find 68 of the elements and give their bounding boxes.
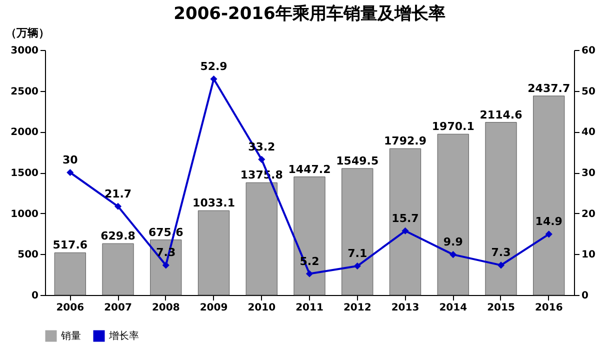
point: [258, 156, 266, 163]
bar: [533, 96, 565, 296]
bar: [342, 168, 374, 296]
point: [354, 262, 361, 270]
data-label: 1970.1: [432, 120, 474, 134]
point: [162, 262, 170, 269]
x-tick-label: 2016: [534, 302, 563, 314]
y2-tick-label: 30: [582, 168, 596, 179]
bar: [102, 243, 134, 296]
y-tick-label: 1500: [10, 168, 39, 179]
bar: [246, 182, 278, 296]
point: [114, 202, 122, 210]
data-label: 1549.5: [336, 154, 379, 168]
point: [210, 75, 218, 83]
data-label: 629.8: [100, 230, 136, 243]
data-label: 517.6: [52, 238, 88, 252]
legend-label: 增长率: [108, 330, 139, 342]
point: [497, 262, 505, 269]
x-tick-label: 2009: [200, 302, 228, 314]
x-tick-label: 2006: [56, 302, 84, 314]
bar: [437, 134, 469, 296]
y-axis-title: （万辆）: [6, 26, 50, 40]
bar: [54, 252, 86, 296]
x-tick-label: 2012: [343, 302, 372, 314]
data-label: 9.9: [443, 236, 463, 249]
y2-tick-label: 40: [582, 127, 596, 138]
y2-tick-label: 20: [582, 208, 596, 220]
data-label: 21.7: [104, 187, 132, 200]
x-tick-label: 2008: [152, 302, 180, 314]
x-tick-label: 2010: [248, 302, 276, 314]
point: [306, 270, 314, 278]
x-tick-label: 2015: [487, 302, 515, 314]
data-label: 1447.2: [288, 162, 331, 176]
data-label: 14.9: [535, 215, 562, 228]
y-tick-label: 2500: [10, 86, 39, 98]
y2-tick-label: 50: [582, 86, 596, 98]
point: [545, 230, 552, 238]
y-tick-label: 0: [32, 290, 39, 302]
y-tick-label: 1000: [10, 208, 39, 220]
data-label: 52.9: [200, 60, 228, 73]
point: [66, 168, 74, 176]
x-tick-label: 2013: [391, 302, 420, 314]
y-tick-label: 500: [18, 250, 39, 261]
data-label: 2114.6: [480, 108, 523, 122]
data-label: 1792.9: [384, 134, 426, 148]
y2-tick-label: 60: [582, 46, 596, 56]
data-label: 1033.1: [192, 196, 235, 210]
legend-label: 销量: [60, 331, 81, 342]
x-tick-label: 2011: [296, 302, 324, 314]
data-label: 15.7: [392, 212, 419, 225]
y-tick-label: 3000: [10, 46, 39, 56]
data-label: 7.1: [348, 247, 368, 260]
x-tick-label: 2014: [439, 302, 468, 314]
bar: [389, 148, 422, 296]
point: [402, 227, 409, 234]
chart-title: 2006-2016年乘用车销量及增长率: [174, 4, 446, 24]
data-label: 30: [62, 154, 78, 166]
y2-tick-label: 10: [582, 250, 596, 261]
x-tick-label: 2007: [104, 302, 132, 314]
y-tick-label: 2000: [10, 127, 39, 138]
bar: [150, 240, 182, 296]
data-label: 2437.7: [528, 82, 570, 95]
bar: [198, 210, 230, 296]
y2-tick-label: 0: [582, 290, 588, 302]
bar: [294, 176, 326, 296]
bar: [485, 122, 517, 296]
data-label: 7.3: [491, 246, 511, 260]
point: [450, 251, 457, 258]
